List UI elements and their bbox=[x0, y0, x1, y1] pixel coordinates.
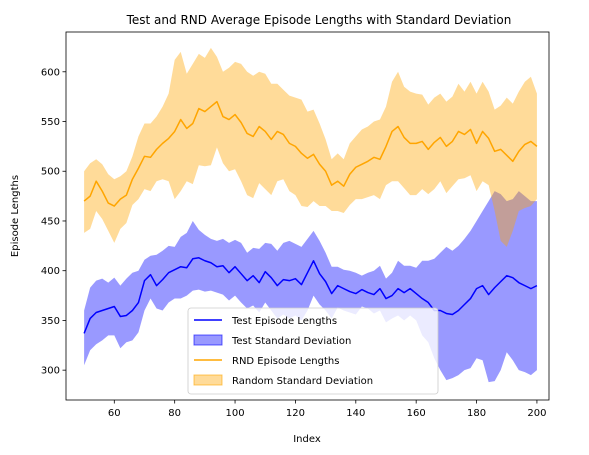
x-tick-label: 120 bbox=[286, 408, 305, 419]
legend-label-rnd-band: Random Standard Deviation bbox=[232, 376, 373, 387]
y-tick-label: 300 bbox=[41, 366, 60, 377]
legend-swatch-test-band bbox=[193, 334, 223, 346]
y-tick-label: 600 bbox=[41, 67, 60, 78]
rnd-episode-line bbox=[83, 100, 538, 207]
y-axis-label: Episode Lengths bbox=[10, 175, 21, 257]
legend: Test Episode Lengths Test Standard Devia… bbox=[187, 307, 439, 395]
y-tick-label: 500 bbox=[41, 167, 60, 178]
x-tick-label: 200 bbox=[527, 408, 546, 419]
x-axis-label: Index bbox=[293, 434, 321, 445]
y-tick-label: 450 bbox=[41, 216, 60, 227]
chart-title: Test and RND Average Episode Lengths wit… bbox=[126, 13, 512, 27]
mean-lines bbox=[83, 100, 538, 334]
rnd-std-band bbox=[84, 47, 537, 247]
test-episode-line bbox=[83, 257, 538, 334]
x-tick-label: 100 bbox=[226, 408, 245, 419]
legend-swatch-rnd-band bbox=[193, 374, 223, 386]
x-tick-label: 140 bbox=[346, 408, 365, 419]
legend-label-test-band: Test Standard Deviation bbox=[231, 336, 351, 347]
axes: 60 80 100 120 140 160 180 200 300 350 400 450 500 550… bbox=[41, 31, 550, 419]
y-tick-label: 550 bbox=[41, 117, 60, 128]
legend-box bbox=[187, 307, 439, 395]
x-tick-label: 80 bbox=[168, 408, 181, 419]
y-tick-label: 350 bbox=[41, 316, 60, 327]
x-tick-label: 180 bbox=[467, 408, 486, 419]
x-tick-label: 160 bbox=[407, 408, 426, 419]
y-tick-label: 400 bbox=[41, 266, 60, 277]
plot-frame bbox=[65, 31, 550, 401]
legend-label-test-line: Test Episode Lengths bbox=[231, 316, 337, 327]
x-tick-label: 60 bbox=[108, 408, 121, 419]
legend-label-rnd-line: RND Episode Lengths bbox=[232, 356, 339, 367]
